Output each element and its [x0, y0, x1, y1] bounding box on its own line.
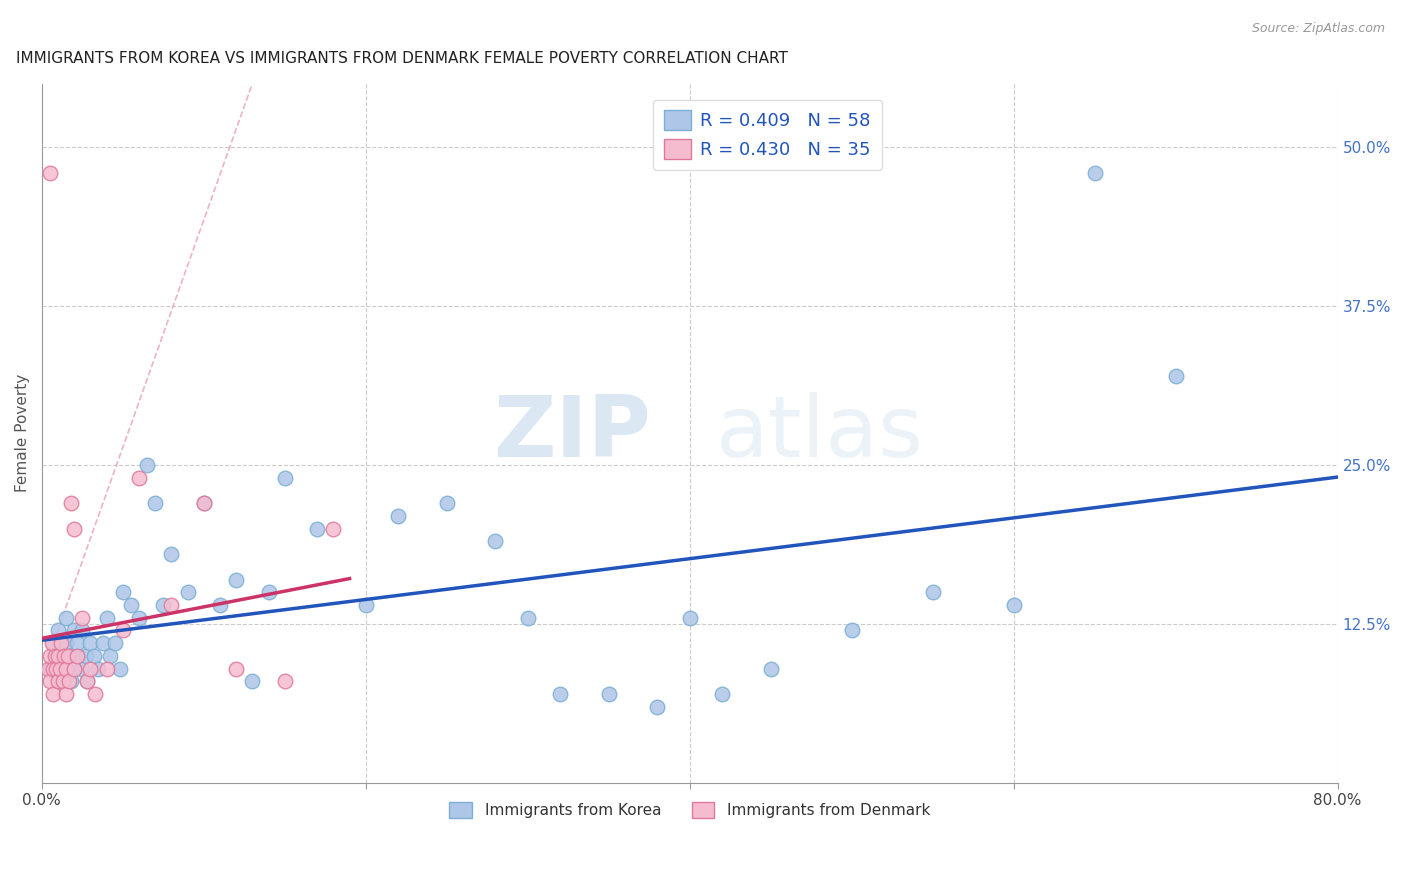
- Point: [42, 687, 65, 701]
- Point: [58, 648, 80, 663]
- Text: Source: ZipAtlas.com: Source: ZipAtlas.com: [1251, 22, 1385, 36]
- Point: [104, 636, 127, 650]
- Point: [58, 674, 80, 689]
- Point: [38, 648, 60, 663]
- Point: [44, 648, 66, 663]
- Point: [841, 624, 863, 638]
- Text: IMMIGRANTS FROM KOREA VS IMMIGRANTS FROM DENMARK FEMALE POVERTY CORRELATION CHAR: IMMIGRANTS FROM KOREA VS IMMIGRANTS FROM…: [15, 51, 787, 66]
- Point: [257, 585, 280, 599]
- Point: [87, 662, 110, 676]
- Point: [55, 636, 77, 650]
- Point: [242, 674, 264, 689]
- Point: [79, 636, 101, 650]
- Point: [647, 699, 669, 714]
- Point: [193, 496, 215, 510]
- Point: [66, 648, 89, 663]
- Point: [516, 610, 538, 624]
- Point: [53, 648, 76, 663]
- Point: [225, 662, 247, 676]
- Point: [63, 624, 86, 638]
- Point: [354, 598, 377, 612]
- Point: [55, 610, 77, 624]
- Point: [76, 674, 98, 689]
- Text: atlas: atlas: [716, 392, 924, 475]
- Point: [98, 648, 121, 663]
- Point: [42, 662, 65, 676]
- Point: [51, 636, 73, 650]
- Point: [44, 648, 66, 663]
- Point: [93, 636, 115, 650]
- Y-axis label: Female Poverty: Female Poverty: [15, 374, 30, 492]
- Point: [111, 624, 134, 638]
- Point: [38, 165, 60, 179]
- Point: [598, 687, 620, 701]
- Point: [176, 585, 198, 599]
- Point: [322, 522, 344, 536]
- Point: [55, 687, 77, 701]
- Point: [921, 585, 943, 599]
- Point: [160, 547, 183, 561]
- Point: [75, 648, 97, 663]
- Point: [679, 610, 702, 624]
- Point: [1084, 165, 1107, 179]
- Legend: Immigrants from Korea, Immigrants from Denmark: Immigrants from Korea, Immigrants from D…: [443, 796, 936, 824]
- Point: [759, 662, 782, 676]
- Point: [72, 662, 94, 676]
- Point: [52, 674, 75, 689]
- Point: [79, 662, 101, 676]
- Point: [72, 624, 94, 638]
- Point: [46, 648, 69, 663]
- Point: [72, 610, 94, 624]
- Point: [83, 648, 105, 663]
- Point: [55, 662, 77, 676]
- Point: [436, 496, 458, 510]
- Point: [48, 662, 70, 676]
- Point: [38, 662, 60, 676]
- Point: [193, 496, 215, 510]
- Point: [711, 687, 734, 701]
- Point: [96, 610, 118, 624]
- Point: [51, 648, 73, 663]
- Point: [84, 687, 107, 701]
- Point: [111, 585, 134, 599]
- Point: [152, 598, 174, 612]
- Point: [484, 534, 506, 549]
- Point: [46, 624, 69, 638]
- Point: [45, 662, 67, 676]
- Point: [160, 598, 183, 612]
- Text: ZIP: ZIP: [494, 392, 651, 475]
- Point: [76, 674, 98, 689]
- Point: [63, 522, 86, 536]
- Point: [59, 496, 82, 510]
- Point: [143, 496, 166, 510]
- Point: [208, 598, 231, 612]
- Point: [108, 662, 131, 676]
- Point: [128, 610, 150, 624]
- Point: [59, 674, 82, 689]
- Point: [42, 636, 65, 650]
- Point: [63, 662, 86, 676]
- Point: [56, 648, 79, 663]
- Point: [128, 471, 150, 485]
- Point: [225, 573, 247, 587]
- Point: [274, 674, 297, 689]
- Point: [37, 662, 59, 676]
- Point: [548, 687, 571, 701]
- Point: [63, 662, 86, 676]
- Point: [52, 662, 75, 676]
- Point: [66, 648, 89, 663]
- Point: [41, 636, 63, 650]
- Point: [120, 598, 142, 612]
- Point: [307, 522, 329, 536]
- Point: [387, 508, 409, 523]
- Point: [1002, 598, 1025, 612]
- Point: [274, 471, 297, 485]
- Point: [38, 674, 60, 689]
- Point: [66, 636, 89, 650]
- Point: [1164, 369, 1187, 384]
- Point: [46, 674, 69, 689]
- Point: [136, 458, 159, 472]
- Point: [46, 674, 69, 689]
- Point: [96, 662, 118, 676]
